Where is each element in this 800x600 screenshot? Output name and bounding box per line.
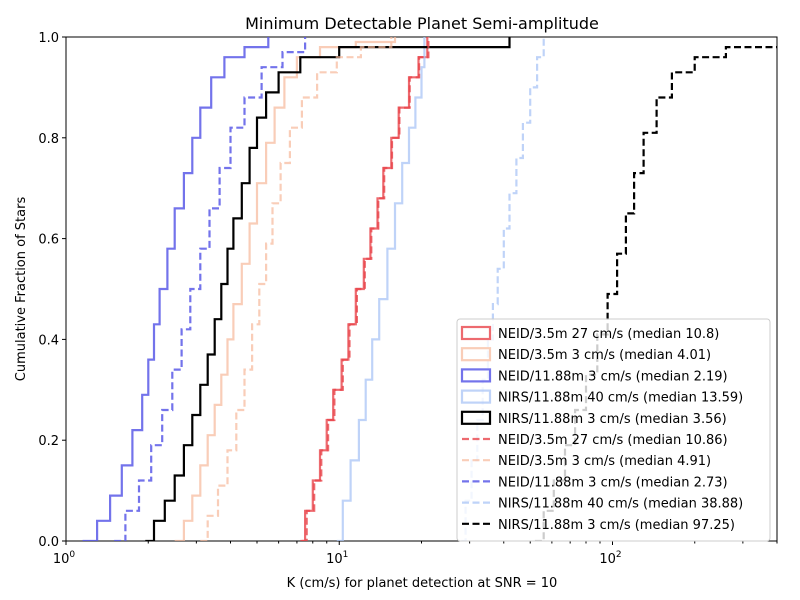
y-tick-label: 1.0 (38, 31, 59, 46)
series-line-4 (336, 37, 426, 541)
legend-swatch (460, 389, 492, 404)
series-line-8 (114, 37, 307, 541)
y-tick-label: 0.0 (38, 535, 59, 550)
series-line-3 (82, 37, 270, 541)
y-tick-label: 0.2 (38, 434, 59, 449)
legend-label: NIRS/11.88m 40 cm/s (median 38.88) (498, 497, 743, 512)
series-line-2 (174, 37, 397, 541)
legend-box (456, 318, 771, 542)
x-tick-label: 100 (53, 550, 76, 567)
y-axis-label: Cumulative Fraction of Stars (14, 197, 29, 382)
legend-label: NEID/3.5m 3 cm/s (median 4.01) (498, 348, 711, 363)
legend-label: NEID/3.5m 27 cm/s (median 10.8) (498, 327, 719, 342)
legend-swatch (460, 368, 492, 383)
legend: NEID/3.5m 27 cm/s (median 10.8) NEID/3.5m… (456, 318, 771, 542)
x-tick-label: 102 (599, 550, 621, 567)
legend-label: NIRS/11.88m 3 cm/s (median 3.56) (498, 412, 727, 427)
x-tick-label: 101 (326, 550, 348, 567)
legend-label: NIRS/11.88m 40 cm/s (median 13.59) (498, 391, 743, 406)
legend-swatch (460, 410, 492, 425)
y-tick-label: 0.4 (38, 333, 59, 348)
legend-label: NEID/11.88m 3 cm/s (median 2.19) (498, 369, 728, 384)
series-line-1 (300, 37, 429, 541)
legend-label: NEID/3.5m 3 cm/s (median 4.91) (498, 454, 711, 469)
series-line-6 (301, 37, 430, 541)
axis-layer: 0.0 0.2 0.4 0.6 0.8 1.0 100 101 102 (38, 31, 778, 567)
legend-label: NEID/3.5m 27 cm/s (median 10.86) (498, 433, 728, 448)
legend-label: NIRS/11.88m 3 cm/s (median 97.25) (498, 518, 735, 533)
legend-label: NEID/11.88m 3 cm/s (median 2.73) (498, 475, 728, 490)
y-tick-label: 0.8 (38, 132, 59, 147)
legend-swatch (460, 347, 492, 362)
chart-title: Minimum Detectable Planet Semi-amplitude (245, 14, 599, 33)
y-tick-label: 0.6 (38, 233, 59, 248)
series-line-5 (145, 37, 511, 541)
x-axis-label: K (cm/s) for planet detection at SNR = 1… (287, 576, 558, 591)
legend-swatch (460, 325, 492, 341)
series-line-7 (200, 37, 393, 541)
